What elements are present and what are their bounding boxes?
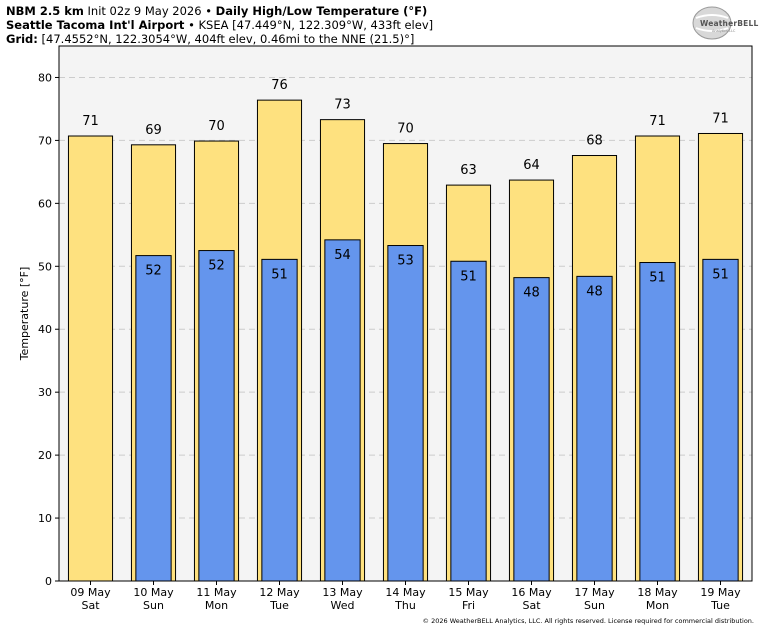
- low-temp-bar: [387, 245, 424, 582]
- low-temp-bar: [639, 262, 676, 582]
- x-tick-date-label: 15 May: [448, 586, 489, 599]
- x-tick-day-label: Wed: [331, 599, 355, 612]
- plot-frame: [58, 45, 753, 582]
- x-tick-day-label: Mon: [646, 599, 669, 612]
- high-temp-label: 71: [82, 114, 99, 129]
- y-tick-label: 50: [38, 260, 52, 273]
- logo-globe-icon: [692, 6, 732, 40]
- y-tick-label: 10: [38, 512, 52, 525]
- station-info: • KSEA [47.449°N, 122.309°W, 433ft elev]: [188, 18, 434, 32]
- separator-bullet: •: [205, 4, 213, 18]
- y-tick-label: 70: [38, 134, 52, 147]
- low-temp-label: 48: [523, 286, 540, 301]
- x-tick-date-label: 16 May: [511, 586, 552, 599]
- copyright-notice: © 2026 WeatherBELL Analytics, LLC. All r…: [422, 617, 754, 625]
- x-tick-day-label: Thu: [394, 599, 416, 612]
- x-tick-day-label: Tue: [269, 599, 289, 612]
- low-temp-label: 51: [271, 267, 288, 282]
- x-tick-day-label: Sat: [81, 599, 100, 612]
- header-line-2: Seattle Tacoma Int'l Airport • KSEA [47.…: [6, 18, 433, 32]
- low-temp-bar: [702, 258, 739, 582]
- x-tick-date-label: 09 May: [70, 586, 111, 599]
- x-tick-day-label: Sun: [143, 599, 164, 612]
- low-temp-label: 54: [334, 248, 351, 263]
- high-temp-label: 70: [208, 119, 225, 134]
- low-temp-bar: [198, 250, 235, 582]
- y-tick-label: 0: [45, 575, 52, 588]
- high-temp-label: 71: [712, 111, 729, 126]
- y-tick-label: 80: [38, 71, 52, 84]
- x-tick-date-label: 14 May: [385, 586, 426, 599]
- x-tick-date-label: 11 May: [196, 586, 237, 599]
- low-temp-bar: [261, 258, 298, 582]
- x-tick-date-label: 17 May: [574, 586, 615, 599]
- low-temp-label: 51: [649, 271, 666, 286]
- chart-header: NBM 2.5 km Init 02z 9 May 2026 • Daily H…: [6, 4, 433, 46]
- low-temp-bar: [450, 260, 487, 582]
- low-temp-label: 52: [145, 264, 162, 279]
- header-line-1: NBM 2.5 km Init 02z 9 May 2026 • Daily H…: [6, 4, 433, 18]
- x-tick-date-label: 13 May: [322, 586, 363, 599]
- model-name: NBM 2.5 km: [6, 4, 84, 18]
- x-tick-date-label: 18 May: [637, 586, 678, 599]
- high-temp-label: 63: [460, 163, 477, 178]
- y-tick-label: 40: [38, 323, 52, 336]
- low-temp-bar: [576, 275, 613, 582]
- grid-label: Grid:: [6, 32, 38, 46]
- y-tick-label: 30: [38, 386, 52, 399]
- logo-subtext: Analytics LLC: [712, 29, 736, 33]
- low-temp-bar: [135, 255, 172, 582]
- low-temp-label: 51: [460, 269, 477, 284]
- high-temp-label: 73: [334, 98, 351, 113]
- x-tick-date-label: 12 May: [259, 586, 300, 599]
- x-tick-day-label: Sun: [584, 599, 605, 612]
- high-temp-label: 76: [271, 78, 288, 93]
- x-tick-day-label: Mon: [205, 599, 228, 612]
- init-time: Init 02z 9 May 2026: [87, 4, 202, 18]
- product-title: Daily High/Low Temperature (°F): [215, 4, 428, 18]
- y-tick-label: 20: [38, 449, 52, 462]
- grid-info: [47.4552°N, 122.3054°W, 404ft elev, 0.46…: [41, 32, 415, 46]
- low-temp-label: 53: [397, 254, 414, 269]
- x-tick-date-label: 19 May: [700, 586, 741, 599]
- low-temp-bar: [324, 239, 361, 582]
- station-name: Seattle Tacoma Int'l Airport: [6, 18, 185, 32]
- x-tick-day-label: Tue: [710, 599, 730, 612]
- low-temp-label: 51: [712, 267, 729, 282]
- header-line-3: Grid: [47.4552°N, 122.3054°W, 404ft elev…: [6, 32, 433, 46]
- y-axis-title: Temperature [°F]: [18, 267, 31, 362]
- low-temp-label: 48: [586, 284, 603, 299]
- low-temp-label: 52: [208, 259, 225, 274]
- x-tick-date-label: 10 May: [133, 586, 174, 599]
- high-temp-label: 69: [145, 123, 162, 138]
- logo-text: WeatherBELL: [700, 19, 759, 28]
- x-tick-day-label: Fri: [462, 599, 475, 612]
- high-temp-label: 71: [649, 114, 666, 129]
- high-temp-label: 70: [397, 122, 414, 137]
- low-temp-bar: [513, 277, 550, 582]
- high-temp-bar: [67, 135, 114, 582]
- weatherbell-logo: WeatherBELL Analytics LLC: [690, 4, 758, 42]
- y-tick-label: 60: [38, 197, 52, 210]
- high-temp-label: 64: [523, 158, 540, 173]
- x-tick-day-label: Sat: [522, 599, 541, 612]
- high-temp-label: 68: [586, 134, 603, 149]
